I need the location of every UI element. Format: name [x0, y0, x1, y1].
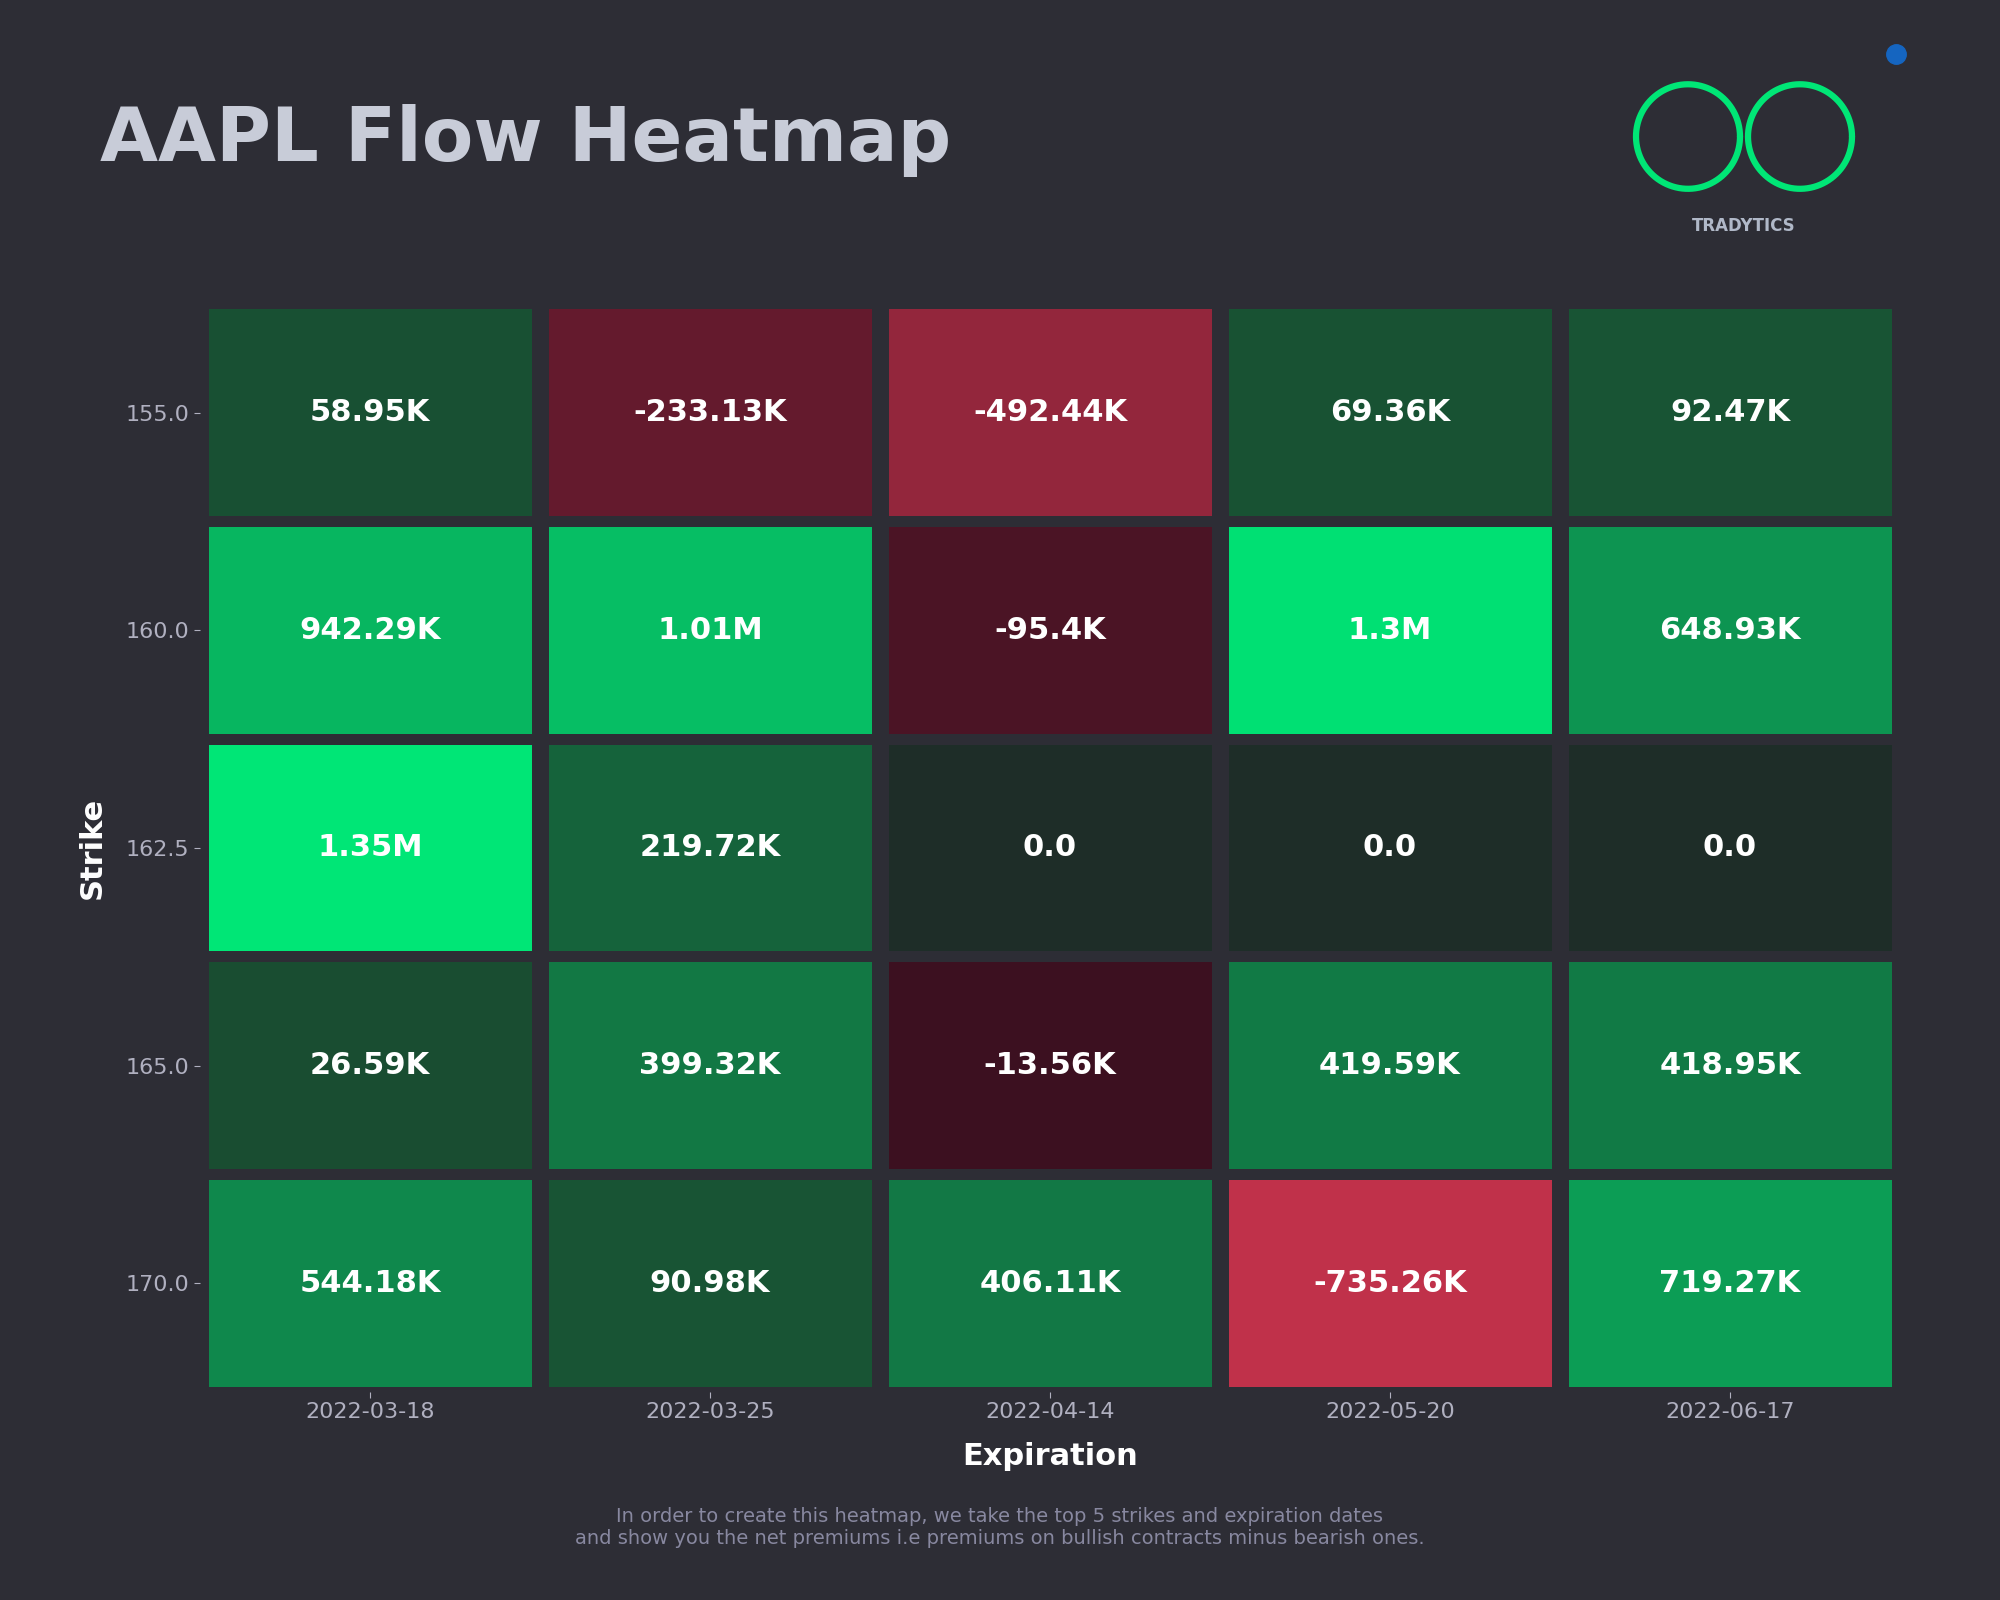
Text: -233.13K: -233.13K	[634, 398, 786, 427]
Bar	[1228, 744, 1552, 952]
Text: 399.32K: 399.32K	[640, 1051, 780, 1080]
Text: 942.29K: 942.29K	[300, 616, 440, 645]
Text: -492.44K: -492.44K	[972, 398, 1128, 427]
Text: 719.27K: 719.27K	[1660, 1269, 1800, 1298]
Bar	[888, 526, 1212, 734]
Text: 58.95K: 58.95K	[310, 398, 430, 427]
Text: 1.01M: 1.01M	[658, 616, 762, 645]
Text: 418.95K: 418.95K	[1660, 1051, 1800, 1080]
Bar	[548, 1179, 872, 1387]
Bar	[548, 309, 872, 517]
Bar	[1568, 1179, 1892, 1387]
Bar	[1568, 744, 1892, 952]
Bar	[1228, 526, 1552, 734]
Bar	[208, 1179, 532, 1387]
Text: -13.56K: -13.56K	[984, 1051, 1116, 1080]
Bar	[208, 526, 532, 734]
Text: 90.98K: 90.98K	[650, 1269, 770, 1298]
Text: 1.3M: 1.3M	[1348, 616, 1432, 645]
Bar	[1228, 1179, 1552, 1387]
Bar	[1228, 309, 1552, 517]
Text: -95.4K: -95.4K	[994, 616, 1106, 645]
Text: 544.18K: 544.18K	[300, 1269, 440, 1298]
Text: 648.93K: 648.93K	[1660, 616, 1800, 645]
Text: 92.47K: 92.47K	[1670, 398, 1790, 427]
Text: 419.59K: 419.59K	[1320, 1051, 1460, 1080]
Bar	[888, 962, 1212, 1170]
Bar	[888, 744, 1212, 952]
Bar	[888, 1179, 1212, 1387]
X-axis label: Expiration: Expiration	[962, 1442, 1138, 1470]
Text: 0.0: 0.0	[1362, 834, 1418, 862]
Bar	[548, 962, 872, 1170]
Text: 219.72K: 219.72K	[640, 834, 780, 862]
Text: In order to create this heatmap, we take the top 5 strikes and expiration dates
: In order to create this heatmap, we take…	[576, 1507, 1424, 1549]
Text: 26.59K: 26.59K	[310, 1051, 430, 1080]
Text: 69.36K: 69.36K	[1330, 398, 1450, 427]
Bar	[888, 309, 1212, 517]
Text: 0.0: 0.0	[1702, 834, 1758, 862]
Bar	[1568, 962, 1892, 1170]
Bar	[548, 526, 872, 734]
Bar	[548, 744, 872, 952]
Text: -735.26K: -735.26K	[1314, 1269, 1466, 1298]
Text: 1.35M: 1.35M	[318, 834, 422, 862]
Bar	[208, 309, 532, 517]
Text: 406.11K: 406.11K	[980, 1269, 1120, 1298]
Y-axis label: Strike: Strike	[78, 797, 106, 899]
Text: 0.0: 0.0	[1022, 834, 1078, 862]
Bar	[1228, 962, 1552, 1170]
Text: TRADYTICS: TRADYTICS	[1692, 218, 1796, 235]
Bar	[208, 962, 532, 1170]
Bar	[208, 744, 532, 952]
Bar	[1568, 526, 1892, 734]
Text: AAPL Flow Heatmap: AAPL Flow Heatmap	[100, 104, 952, 178]
Bar	[1568, 309, 1892, 517]
